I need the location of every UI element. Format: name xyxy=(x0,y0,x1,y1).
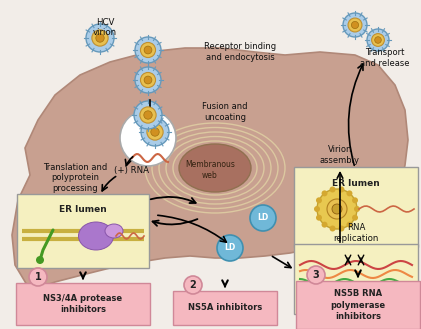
Text: ER lumen: ER lumen xyxy=(332,179,380,188)
Text: 1: 1 xyxy=(35,272,41,282)
Circle shape xyxy=(141,118,169,146)
Circle shape xyxy=(372,34,384,46)
FancyBboxPatch shape xyxy=(173,291,277,325)
Text: NS5A inhibitors: NS5A inhibitors xyxy=(188,303,262,313)
FancyBboxPatch shape xyxy=(16,283,150,325)
Text: NS3/4A protease
inhibitors: NS3/4A protease inhibitors xyxy=(43,294,123,314)
Circle shape xyxy=(316,197,322,203)
Circle shape xyxy=(322,190,328,196)
Circle shape xyxy=(316,215,322,221)
FancyBboxPatch shape xyxy=(142,77,146,85)
Text: Virion
assembly: Virion assembly xyxy=(320,145,360,165)
Circle shape xyxy=(29,268,47,286)
Circle shape xyxy=(330,187,336,192)
Text: RNA
replication: RNA replication xyxy=(333,223,378,243)
Ellipse shape xyxy=(78,222,114,250)
Circle shape xyxy=(332,204,342,214)
Circle shape xyxy=(346,222,352,228)
Circle shape xyxy=(141,72,155,88)
Circle shape xyxy=(151,128,159,136)
Circle shape xyxy=(140,107,156,123)
Circle shape xyxy=(92,30,108,46)
Circle shape xyxy=(144,76,152,84)
Text: LD: LD xyxy=(224,243,236,252)
Circle shape xyxy=(354,206,360,212)
Circle shape xyxy=(338,225,344,232)
Text: Receptor binding
and endocytosis: Receptor binding and endocytosis xyxy=(204,42,276,62)
Text: Membranous
web: Membranous web xyxy=(185,160,235,180)
FancyBboxPatch shape xyxy=(294,167,418,247)
Text: 2: 2 xyxy=(189,280,196,290)
Circle shape xyxy=(343,13,367,37)
Text: Transport
and release: Transport and release xyxy=(360,48,410,68)
Circle shape xyxy=(307,266,325,284)
Circle shape xyxy=(86,24,114,52)
FancyBboxPatch shape xyxy=(150,77,154,85)
Circle shape xyxy=(330,225,336,232)
Polygon shape xyxy=(12,48,408,290)
Circle shape xyxy=(352,21,359,29)
Text: (+) RNA: (+) RNA xyxy=(115,165,149,174)
Circle shape xyxy=(327,199,347,219)
FancyBboxPatch shape xyxy=(17,194,149,268)
Circle shape xyxy=(338,187,344,192)
Circle shape xyxy=(144,46,152,54)
Text: ER lumen: ER lumen xyxy=(59,205,107,214)
Circle shape xyxy=(36,256,44,264)
Circle shape xyxy=(144,111,152,119)
Ellipse shape xyxy=(179,144,251,192)
Circle shape xyxy=(352,197,358,203)
Circle shape xyxy=(346,190,352,196)
Circle shape xyxy=(317,189,357,229)
Circle shape xyxy=(322,222,328,228)
Circle shape xyxy=(141,42,155,58)
Circle shape xyxy=(348,18,362,32)
Circle shape xyxy=(120,110,176,166)
Circle shape xyxy=(147,124,163,140)
Circle shape xyxy=(367,29,389,51)
Circle shape xyxy=(217,235,243,261)
Text: Translation and
polyprotein
processing: Translation and polyprotein processing xyxy=(43,163,107,193)
FancyBboxPatch shape xyxy=(294,244,418,314)
Text: LD: LD xyxy=(257,214,269,222)
Circle shape xyxy=(184,276,202,294)
Circle shape xyxy=(135,67,161,93)
Circle shape xyxy=(96,34,104,42)
Text: Fusion and
uncoating: Fusion and uncoating xyxy=(202,102,248,122)
Circle shape xyxy=(314,206,320,212)
Circle shape xyxy=(250,205,276,231)
Circle shape xyxy=(375,37,381,43)
Text: NS5B RNA
polymerase
inhibitors: NS5B RNA polymerase inhibitors xyxy=(330,290,386,320)
Ellipse shape xyxy=(105,224,123,238)
Text: 3: 3 xyxy=(313,270,320,280)
Circle shape xyxy=(352,215,358,221)
Text: HCV
virion: HCV virion xyxy=(93,18,117,38)
Circle shape xyxy=(135,37,161,63)
Circle shape xyxy=(134,101,162,129)
FancyBboxPatch shape xyxy=(296,281,420,329)
